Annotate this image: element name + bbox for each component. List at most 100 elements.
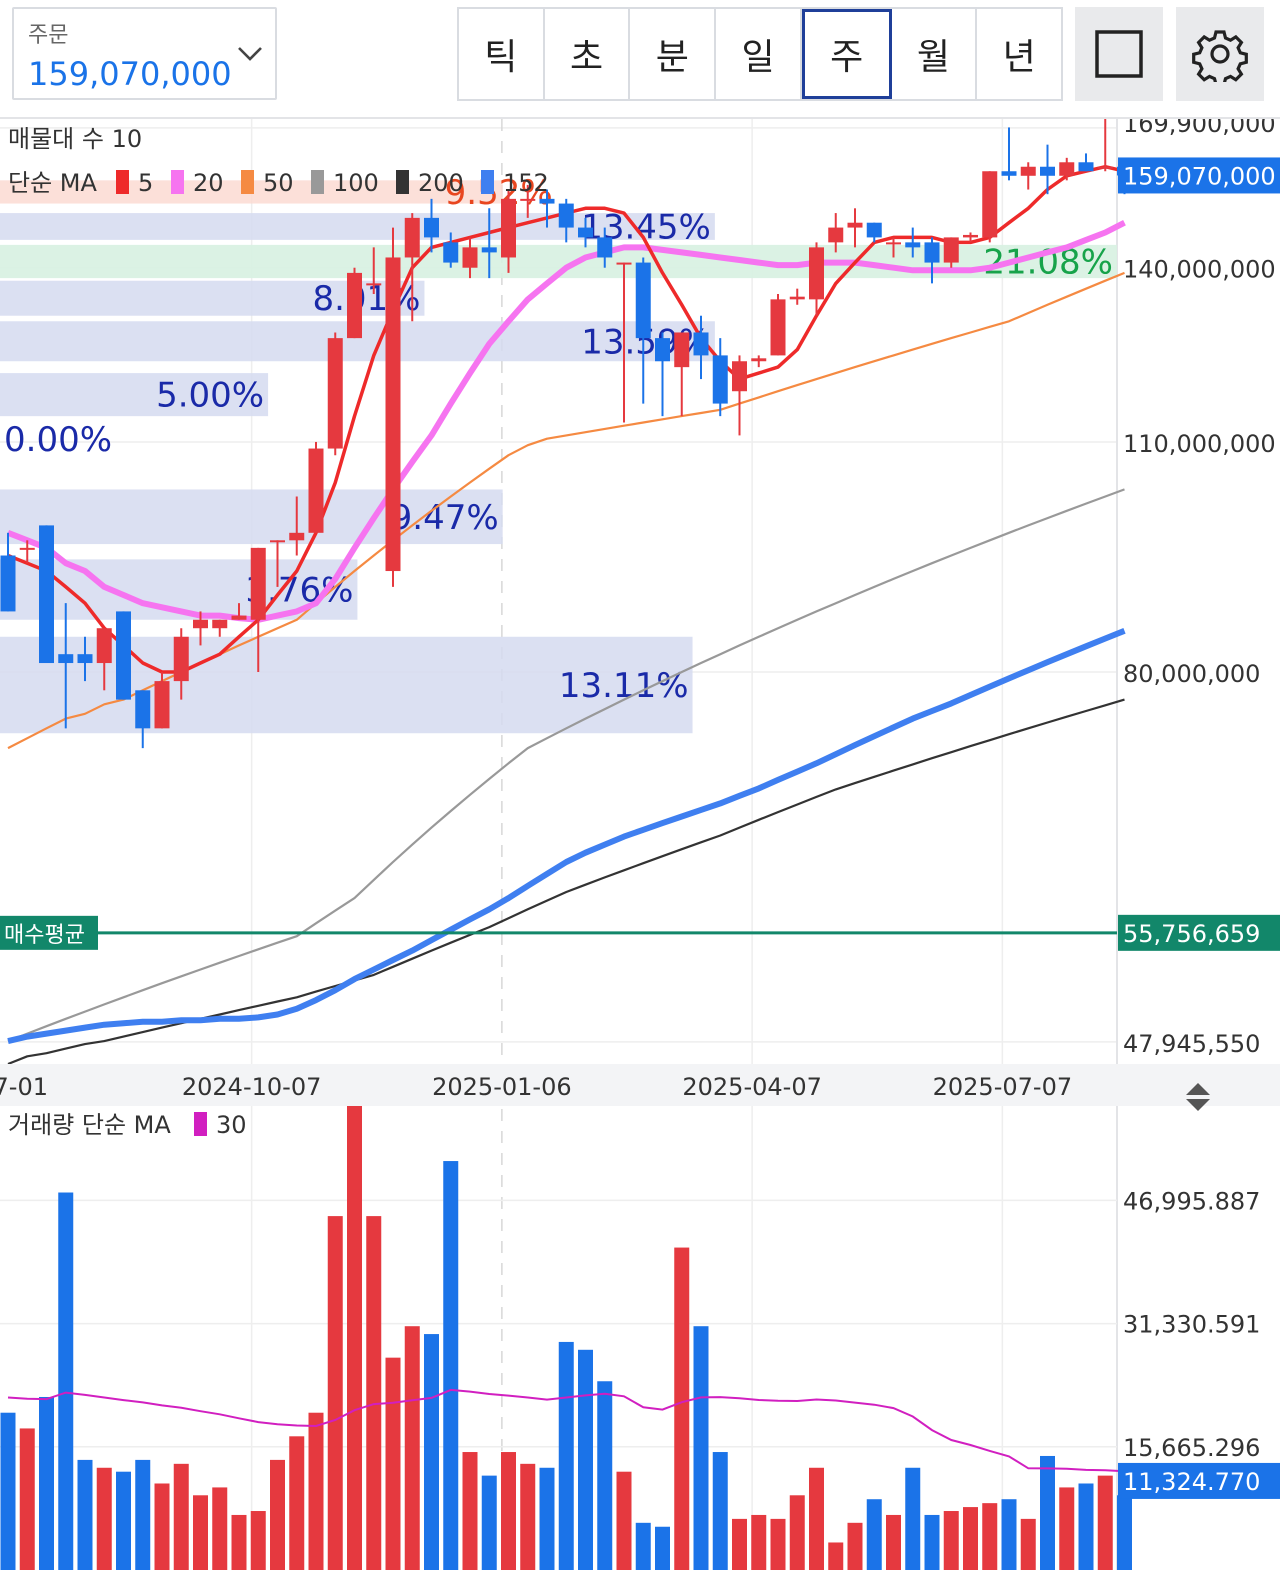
profile-percent-label: 9.47% [391,498,499,538]
ma152-line [7,628,1126,1045]
candle-body [404,217,420,258]
timeframe-month-button[interactable]: 월 [892,9,978,99]
candle-body [924,242,940,263]
candle-body [231,615,247,620]
avg-buy-price-tag [1118,914,1280,951]
profile-band [0,373,269,417]
toolbar-divider [0,117,1280,119]
ma-legend-title: 단순 MA [8,169,97,197]
volume-bar [0,1412,16,1570]
chart-canvas[interactable]: 9.52%13.45%21.08%8.01%13.59%5.00%0.00%9.… [0,119,1280,1570]
ma200-legend-label: 200 [418,169,464,197]
volume-bar [289,1436,305,1570]
volume-ma-line [7,1388,1125,1473]
volume-bar [1117,1495,1132,1570]
ma20-legend-swatch [171,170,184,194]
volume-bar [943,1511,959,1570]
candle-body [558,203,574,228]
volume-bar [732,1518,747,1570]
candle-body [655,338,670,362]
volume-bar [558,1341,574,1570]
candle-body [520,198,536,201]
settings-button[interactable] [1176,7,1264,101]
volume-bar [58,1192,74,1570]
volume-bar [539,1467,555,1570]
candle-body [58,654,74,664]
volume-bar [1020,1518,1036,1570]
candle-body [385,257,401,572]
candle-body [347,272,362,339]
profile-band [0,489,503,545]
volume-bar [635,1522,651,1570]
candle-body [732,361,747,392]
volume-bar [828,1542,844,1570]
volume-bar [231,1514,247,1570]
candle-body [116,611,131,700]
profile-percent-label: 0.00% [4,420,112,460]
volume-bar [963,1507,978,1570]
volume-bar [193,1495,208,1570]
chevron-down-icon [238,47,262,61]
timeframe-tick-button[interactable]: 틱 [459,9,545,99]
volume-bar [154,1483,170,1570]
ma50-legend-label: 50 [263,169,294,197]
square-icon [1095,30,1143,78]
layout-button[interactable] [1075,7,1163,101]
current-price-label: 159,070,000 [1123,162,1276,190]
candle-body [1040,166,1055,176]
volume-bar [424,1334,439,1570]
profile-band [0,213,715,240]
candle-body [770,299,786,356]
volume-bar [616,1471,632,1570]
volume-bar [327,1216,343,1570]
timeframe-year-button[interactable]: 년 [1002,37,1036,78]
volume-bar [1001,1499,1017,1570]
profile-band [0,636,693,734]
profile-percent-label: 9.52% [445,173,553,213]
ma100-legend-label: 100 [333,169,379,197]
volume-legend-title: 거래량 단순 MA [8,1111,171,1139]
volume-tick-label: 15,665.296 [1123,1434,1260,1462]
candle-body [982,171,998,238]
price-axis: 169,900,000 140,000,000 110,000,000 80,000,… [1118,119,1280,1058]
price-tick-label: 169,900,000 [1123,119,1276,138]
volume-bar [847,1522,863,1570]
volume-bar [809,1467,824,1570]
volume-bar [520,1463,536,1570]
volume-bar [924,1514,940,1570]
volume-bar [578,1349,593,1570]
candle-body [905,242,921,248]
timeframe-week-button[interactable]: 주 [801,9,892,99]
timeframe-minute-button[interactable]: 분 [630,9,717,99]
sort-arrows-icon [1186,1083,1210,1111]
volume-bar [404,1326,420,1570]
candle-body [828,227,844,243]
ma152-legend-label: 152 [503,169,549,197]
volume-bar [96,1467,112,1570]
order-selector[interactable]: 주문 159,070,000 [12,7,277,100]
candle-body [809,247,824,300]
timeframe-second-button[interactable]: 초 [545,9,631,99]
moving-average-lines [6,164,1126,1066]
gear-icon [1192,30,1248,82]
candle-body [712,355,728,404]
volume-bar [173,1463,189,1570]
volume-bar [597,1381,613,1570]
candle-body [77,654,93,664]
volume-tick-label: 31,330.591 [1123,1311,1260,1339]
candle-body [250,547,266,620]
candle-body [19,547,35,550]
volume-bar [385,1357,401,1570]
date-tick-label: 2024-10-07 [182,1073,321,1101]
timeframe-day-button[interactable]: 일 [716,9,802,99]
volume-bar [366,1216,382,1570]
candle-body [308,448,324,533]
current-price-tag [1118,157,1280,194]
avg-buy-price-label: 55,756,659 [1123,920,1260,948]
candle-body [327,338,343,449]
price-tick-label: 140,000,000 [1123,256,1276,284]
volume-bar [39,1396,54,1570]
candle-body [481,247,497,253]
ma200-legend-swatch [396,170,409,194]
profile-percent-label: 5.00% [156,376,264,416]
